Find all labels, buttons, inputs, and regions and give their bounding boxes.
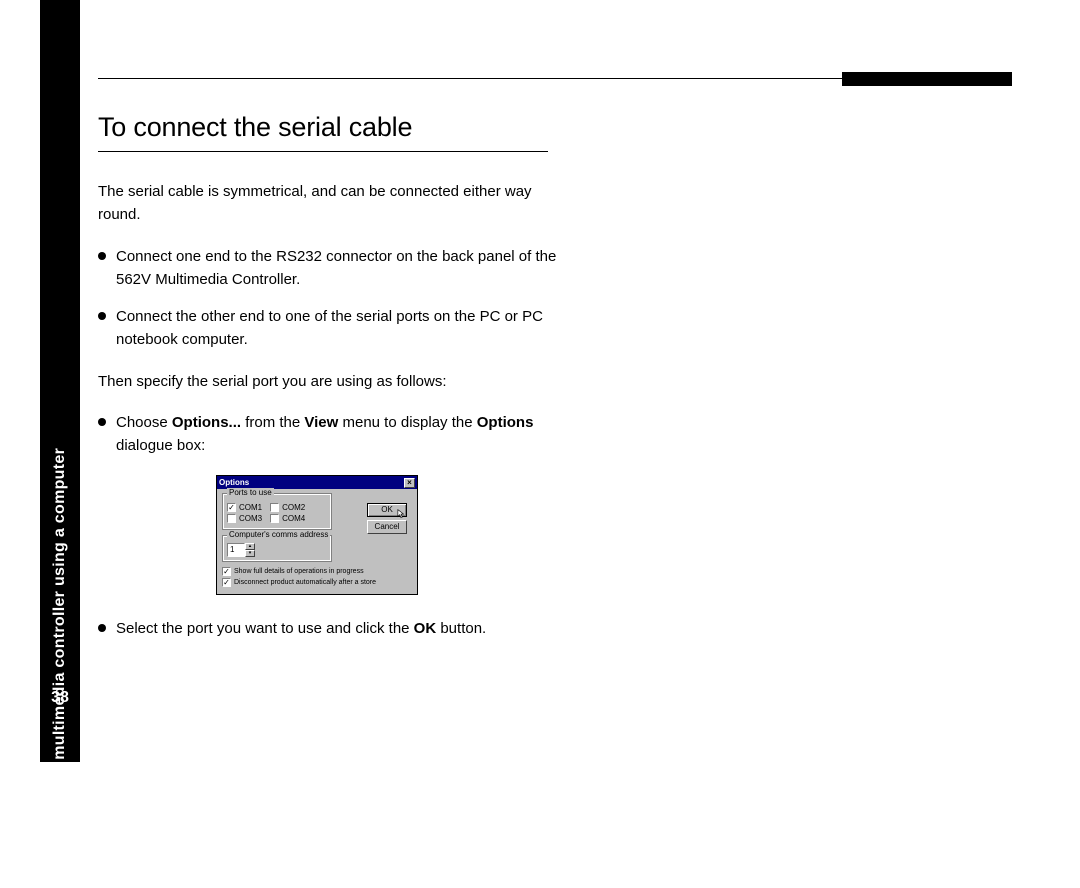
spinner-buttons: ▴ ▾ — [245, 543, 255, 557]
spin-up-button[interactable]: ▴ — [245, 543, 255, 550]
checkbox-icon — [270, 514, 279, 523]
address-value[interactable]: 1 — [227, 543, 245, 557]
checkbox-icon — [270, 503, 279, 512]
disconnect-checkbox[interactable]: ✓Disconnect product automatically after … — [222, 578, 412, 587]
page-number: 38 — [40, 689, 80, 707]
address-spinner[interactable]: 1 ▴ ▾ — [227, 543, 255, 557]
list-item: Choose Options... from the View menu to … — [98, 411, 568, 458]
com3-checkbox[interactable]: COM3 — [227, 514, 262, 523]
bullet-list-3: Select the port you want to use and clic… — [98, 617, 568, 640]
com4-checkbox[interactable]: COM4 — [270, 514, 305, 523]
sidebar: Configuring the multimedia controller us… — [40, 0, 80, 762]
dialog-name-label: Options — [477, 414, 534, 431]
text: dialogue box: — [116, 437, 205, 454]
show-details-checkbox[interactable]: ✓Show full details of operations in prog… — [222, 567, 412, 576]
header-tab — [842, 72, 1012, 86]
checkbox-icon — [227, 514, 236, 523]
dialog-screenshot: Options × Ports to use ✓COM1 COM2 COM3 — [216, 475, 568, 595]
com1-checkbox[interactable]: ✓COM1 — [227, 503, 262, 512]
list-item: Connect the other end to one of the seri… — [98, 305, 568, 352]
address-groupbox: Computer's comms address 1 ▴ ▾ — [222, 535, 332, 562]
close-button[interactable]: × — [404, 478, 415, 488]
text: button. — [436, 620, 486, 637]
bullet-list-1: Connect one end to the RS232 connector o… — [98, 245, 568, 352]
then-paragraph: Then specify the serial port you are usi… — [98, 370, 568, 393]
spin-down-button[interactable]: ▾ — [245, 550, 255, 557]
bottom-checkboxes: ✓Show full details of operations in prog… — [222, 567, 412, 587]
bullet-list-2: Choose Options... from the View menu to … — [98, 411, 568, 458]
dialog-body: Ports to use ✓COM1 COM2 COM3 COM4 OK — [217, 489, 417, 594]
checkbox-icon: ✓ — [222, 567, 231, 576]
ports-groupbox: Ports to use ✓COM1 COM2 COM3 COM4 — [222, 493, 332, 530]
list-item: Connect one end to the RS232 connector o… — [98, 245, 568, 292]
checkbox-label: Show full details of operations in progr… — [234, 568, 364, 575]
text: menu to display the — [338, 414, 476, 431]
menu-name-label: View — [304, 414, 338, 431]
checkbox-label: Disconnect product automatically after a… — [234, 579, 376, 586]
list-item: Select the port you want to use and clic… — [98, 617, 568, 640]
dialog-title: Options — [219, 478, 249, 487]
page-title: To connect the serial cable — [98, 112, 568, 151]
title-underline — [98, 151, 548, 152]
sidebar-vertical-label: Configuring the multimedia controller us… — [51, 448, 69, 888]
text: Choose — [116, 414, 172, 431]
checkbox-icon: ✓ — [222, 578, 231, 587]
checkbox-label: COM2 — [282, 503, 305, 512]
menu-option-label: Options... — [172, 414, 241, 431]
checkbox-label: COM1 — [239, 503, 262, 512]
page: Configuring the multimedia controller us… — [0, 0, 1080, 762]
dialog-button-column: OK Cancel — [367, 503, 407, 537]
checkbox-icon: ✓ — [227, 503, 236, 512]
ok-button[interactable]: OK — [367, 503, 407, 517]
checkbox-label: COM3 — [239, 514, 262, 523]
text: from the — [241, 414, 304, 431]
content-column: To connect the serial cable The serial c… — [98, 112, 568, 659]
checkbox-label: COM4 — [282, 514, 305, 523]
text: Select the port you want to use and clic… — [116, 620, 414, 637]
button-name-label: OK — [414, 620, 437, 637]
cancel-button[interactable]: Cancel — [367, 520, 407, 534]
com2-checkbox[interactable]: COM2 — [270, 503, 305, 512]
dialog-top-row: Ports to use ✓COM1 COM2 COM3 COM4 OK — [222, 493, 412, 530]
ports-group-label: Ports to use — [227, 488, 274, 497]
intro-paragraph: The serial cable is symmetrical, and can… — [98, 180, 568, 227]
address-group-label: Computer's comms address — [227, 530, 330, 539]
options-dialog: Options × Ports to use ✓COM1 COM2 COM3 — [216, 475, 418, 595]
